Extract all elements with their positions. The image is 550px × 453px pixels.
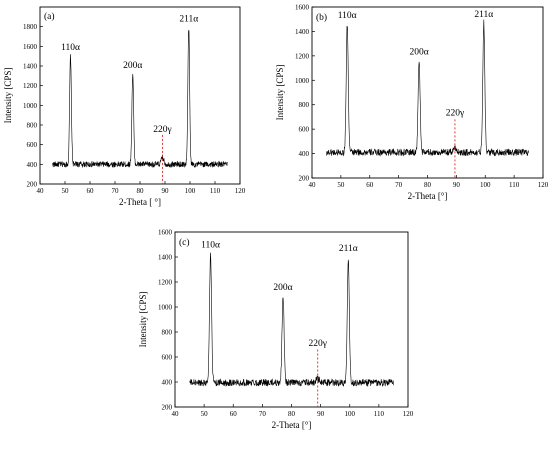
peak-label: 200α [273,283,292,293]
y-tick-label: 200 [27,181,38,189]
y-tick-label: 400 [299,150,310,158]
y-tick-label: 1600 [295,4,310,12]
peak-label: 220γ [308,339,326,349]
chart-panel-a: 40 50 60 70 80 90 100 110 120 200 400 600 800 1000 120… [3,6,246,207]
plot-frame [39,6,241,185]
xrd-trace [189,252,394,387]
x-tick-label: 120 [538,181,549,189]
x-axis-label: 2-Theta [°] [272,420,312,430]
x-tick-label: 40 [309,181,317,189]
x-tick-label: 110 [210,187,221,195]
y-tick-label: 1400 [158,254,173,262]
x-tick-label: 110 [509,181,520,189]
y-tick-label: 400 [162,379,173,387]
y-tick-label: 600 [27,141,38,149]
y-tick-label: 1600 [23,43,38,51]
x-tick-label: 40 [37,187,45,195]
y-tick-label: 1600 [158,229,173,237]
peak-label: 200α [123,61,142,71]
x-tick-label: 70 [259,410,267,418]
x-tick-label: 100 [185,187,196,195]
peak-label: 110α [61,43,80,53]
chart-panel-c: 40 50 60 70 80 90 100 110 120 200 400 600 800 1000 120… [138,229,414,431]
y-tick-label: 800 [299,101,310,109]
x-axis-label: 2-Theta [°] [408,191,448,201]
y-tick-label: 1200 [158,279,173,287]
y-tick-label: 1200 [23,82,38,90]
y-tick-label: 800 [27,122,38,130]
peak-label: 211α [474,10,493,20]
y-axis-label: Intensity [CPS] [3,68,13,124]
x-tick-label: 80 [288,410,296,418]
y-tick-label: 1800 [23,23,38,31]
peak-label: 220γ [153,125,171,135]
x-tick-label: 50 [201,410,209,418]
x-tick-label: 70 [112,187,120,195]
x-tick-label: 100 [480,181,491,189]
xrd-trace [52,29,228,169]
x-tick-label: 40 [172,410,180,418]
peak-label: 220γ [446,109,464,119]
x-axis-label: 2-Theta [ °] [119,197,161,207]
panel-label: (b) [316,12,327,23]
peak-label: 211α [179,15,198,25]
y-tick-label: 1200 [295,52,310,60]
peak-label: 110α [201,240,220,250]
xrd-trace [326,19,529,157]
y-tick-label: 600 [299,126,310,134]
peak-label: 211α [339,244,358,254]
y-tick-label: 600 [162,354,173,362]
x-tick-label: 80 [137,187,145,195]
x-tick-label: 100 [345,410,356,418]
y-tick-label: 200 [162,404,173,412]
panel-label: (c) [179,237,190,248]
y-tick-label: 1400 [295,28,310,36]
panel-label: (a) [44,11,55,22]
y-tick-label: 1400 [23,63,38,71]
x-tick-label: 120 [235,187,246,195]
y-tick-label: 800 [162,329,173,337]
y-tick-label: 1000 [23,102,38,110]
x-tick-label: 60 [87,187,95,195]
chart-panel-b: 40 50 60 70 80 90 100 110 120 200 400 600 800 1000 120… [275,4,549,202]
x-tick-label: 50 [62,187,70,195]
x-tick-label: 50 [337,181,345,189]
x-tick-label: 60 [230,410,238,418]
x-tick-label: 80 [424,181,432,189]
x-tick-label: 60 [366,181,374,189]
y-tick-label: 1000 [158,304,173,312]
y-tick-label: 1000 [295,77,310,85]
x-tick-label: 90 [162,187,170,195]
y-tick-label: 200 [299,175,310,183]
peak-label: 200α [410,48,429,58]
x-tick-label: 120 [403,410,414,418]
x-tick-label: 70 [395,181,403,189]
x-tick-label: 110 [374,410,385,418]
x-tick-label: 90 [453,181,461,189]
x-tick-label: 90 [317,410,325,418]
y-axis-label: Intensity [CPS] [138,292,148,348]
peak-label: 110α [338,11,357,21]
y-tick-label: 400 [27,161,38,169]
y-axis-label: Intensity [CPS] [275,65,285,121]
